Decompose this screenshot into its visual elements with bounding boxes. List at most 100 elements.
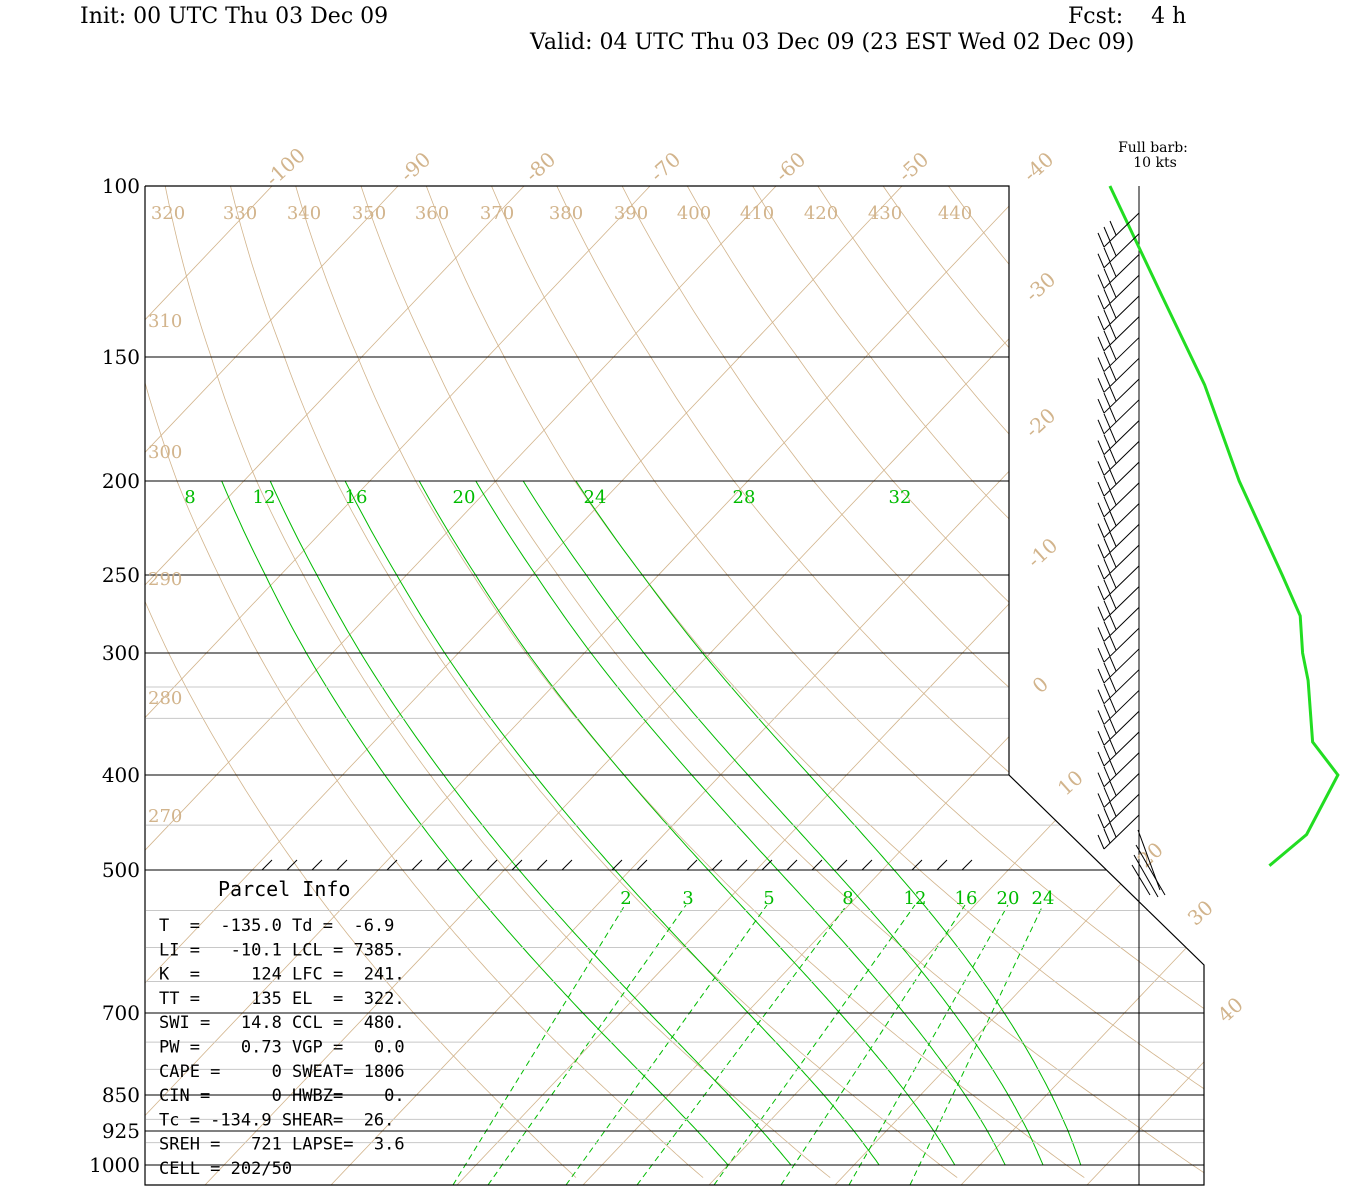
hatch-mark — [786, 859, 798, 871]
theta-label-left: 310 — [148, 311, 182, 332]
parcel-info-row: LI = -10.1 LCL = 7385. — [159, 940, 405, 960]
hatch-mark — [961, 859, 973, 871]
wind-barb — [1097, 233, 1140, 269]
dry-adiabat — [283, 186, 1085, 1178]
barb-flag — [1097, 834, 1105, 850]
hatch-mark — [836, 859, 848, 871]
dry-adiabat — [157, 186, 831, 1178]
barb-flag — [1097, 585, 1105, 601]
barb-flag — [1097, 274, 1105, 289]
barb-shaft — [1103, 586, 1140, 622]
barb-flag — [1097, 523, 1105, 538]
barb-flag — [1109, 719, 1117, 734]
barb-flag — [1109, 324, 1117, 339]
barb-flag — [1103, 517, 1111, 532]
barb-flag — [1103, 475, 1111, 491]
barb-shaft — [1103, 233, 1140, 269]
parcel-info-row: CAPE = 0 SWEAT= 1806 — [159, 1062, 405, 1082]
wind-barb — [1097, 814, 1140, 850]
isotherm — [145, 186, 567, 1185]
dry-adiabat — [145, 186, 577, 1178]
wind-barb — [1097, 378, 1140, 414]
dry-adiabat — [600, 186, 1204, 1178]
hatch-mark — [736, 859, 748, 871]
pressure-label-850: 850 — [102, 1083, 140, 1107]
isotherm — [1338, 141, 1350, 1186]
parcel-info-row: CIN = 0 HWBZ= 0. — [159, 1086, 405, 1106]
barb-shaft — [1103, 731, 1140, 767]
theta-label: 320 — [151, 203, 185, 224]
parcel-info-row: TT = 135 EL = 322. — [159, 989, 405, 1009]
dry-adiabat — [663, 186, 1204, 1178]
hatch-mark — [811, 859, 823, 871]
isotherm-label: -10 — [1022, 533, 1062, 572]
pressure-label-500: 500 — [102, 858, 140, 882]
barb-flag — [1109, 573, 1117, 589]
barb-flag — [1103, 641, 1111, 657]
barb-flag — [1097, 668, 1105, 684]
wind-barb — [1097, 295, 1140, 331]
barb-shaft — [1103, 337, 1140, 372]
hatch-mark — [286, 859, 298, 871]
isotherm-label: 20 — [1133, 837, 1168, 872]
theta-label: 420 — [804, 203, 838, 224]
plot-frame — [144, 185, 1205, 1186]
isotherm-label: -90 — [395, 147, 435, 186]
mixing-ratio-line-5 — [565, 904, 768, 1185]
barb-flag — [1109, 594, 1117, 609]
hatch-mark — [536, 859, 548, 871]
barb-shaft — [1103, 254, 1140, 289]
dry-adiabat — [917, 186, 1204, 1178]
barb-flag — [1109, 449, 1117, 464]
hatch-mark — [386, 859, 398, 871]
isotherm — [1086, 186, 1204, 1185]
barb-shaft — [1103, 378, 1140, 414]
barb-flag — [1109, 739, 1117, 755]
barb-flag — [1109, 220, 1117, 236]
barb-flag — [1097, 544, 1105, 559]
theta-label: 330 — [223, 203, 257, 224]
barb-flag — [1103, 413, 1111, 429]
theta-label: 380 — [549, 203, 583, 224]
barb-flag — [1109, 345, 1117, 360]
barb-flag — [1097, 793, 1105, 808]
barb-flag — [1103, 268, 1111, 283]
barb-shaft — [1103, 316, 1140, 352]
pressure-label-700: 700 — [102, 1001, 140, 1025]
wind-barb — [1097, 420, 1140, 455]
barb-flag — [1103, 683, 1111, 698]
parcel-info-row: Tc = -134.9 SHEAR= 26. — [159, 1110, 394, 1130]
barb-flag — [1097, 772, 1105, 787]
wind-barb — [1097, 316, 1140, 352]
barb-shaft — [1103, 793, 1140, 829]
hatch-mark — [461, 859, 473, 871]
barb-flag — [1103, 309, 1111, 325]
barb-flag — [1109, 490, 1117, 506]
wind-barb — [1097, 710, 1140, 746]
isotherm — [1212, 141, 1350, 1186]
barb-flag — [1109, 386, 1117, 402]
parcel-info-title: Parcel Info — [218, 877, 350, 901]
parcel-info-row: PW = 0.73 VGP = 0.0 — [159, 1038, 405, 1058]
barb-flag — [1097, 440, 1105, 455]
barb-shaft — [1103, 274, 1140, 310]
barb-flag — [1109, 635, 1117, 651]
barb-flag — [1103, 330, 1111, 345]
barb-flag — [1109, 615, 1117, 630]
barb-flag — [1109, 822, 1117, 838]
barb-flag — [1109, 511, 1117, 526]
barb-flag — [1103, 808, 1111, 823]
mixing-ratio-label: 8 — [842, 888, 853, 909]
barb-flag — [1103, 828, 1111, 844]
moist-adiabat-16 — [344, 480, 880, 1166]
mixing-ratio-label: 24 — [1032, 888, 1055, 909]
pressure-label-150: 150 — [102, 345, 140, 369]
moist-adiabat-label: 16 — [345, 487, 368, 508]
hatch-mark — [611, 859, 623, 871]
parcel-info-row: T = -135.0 Td = -6.9 — [159, 916, 394, 936]
barb-shaft — [1103, 524, 1140, 559]
wind-barb — [1097, 461, 1140, 497]
barb-flag — [1109, 656, 1117, 672]
barb-flag — [1109, 407, 1117, 423]
isotherm-label: -40 — [1018, 147, 1058, 186]
